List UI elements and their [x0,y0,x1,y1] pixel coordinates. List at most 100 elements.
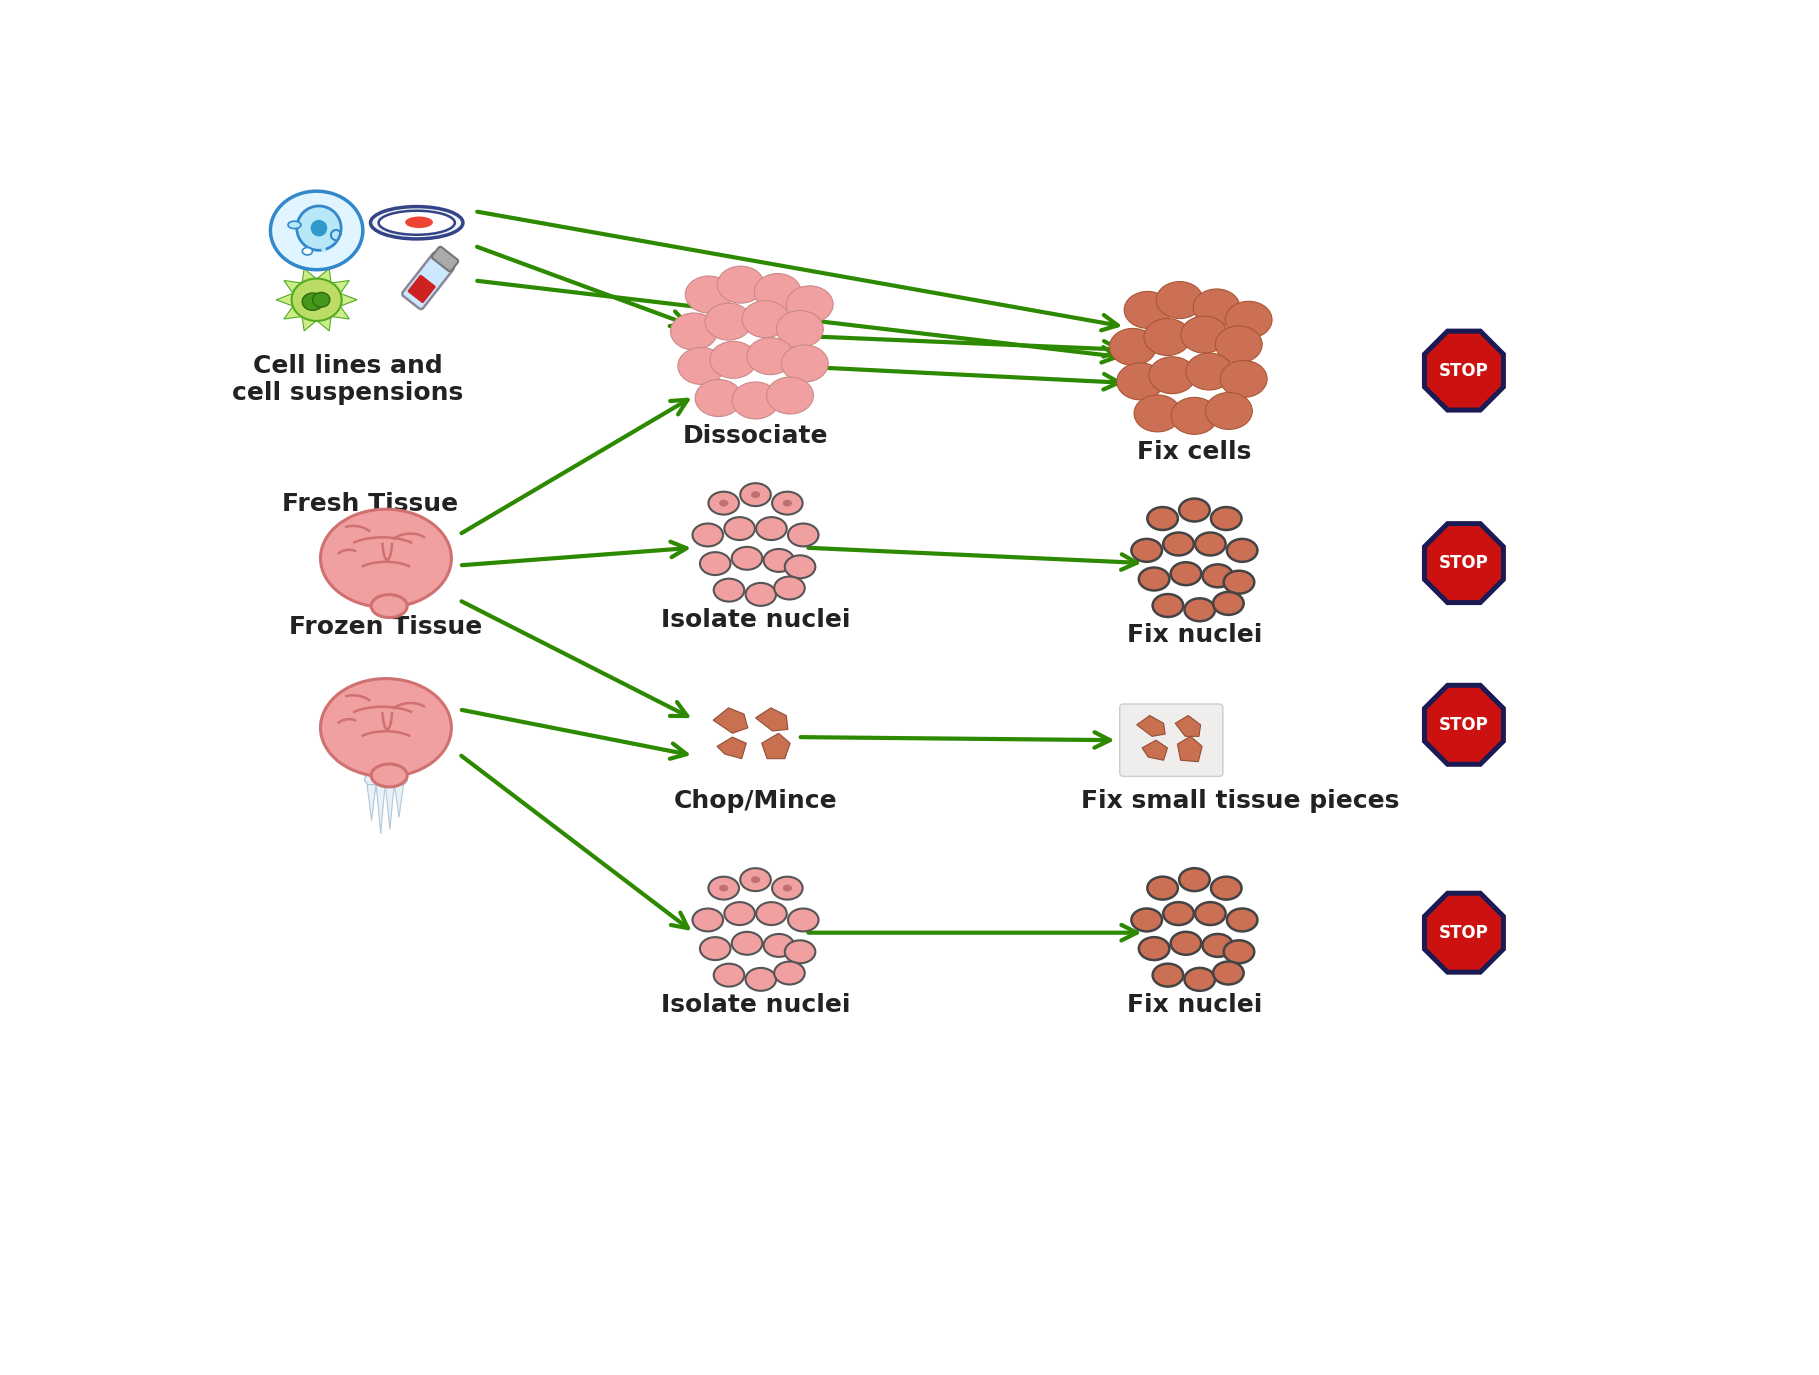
Ellipse shape [313,293,329,307]
Ellipse shape [302,293,324,311]
Ellipse shape [700,938,731,960]
Polygon shape [329,280,349,294]
Polygon shape [717,737,746,759]
Ellipse shape [1148,507,1179,529]
Text: Cell lines and
cell suspensions: Cell lines and cell suspensions [231,353,464,406]
Polygon shape [1426,334,1501,407]
Ellipse shape [1117,363,1164,400]
Ellipse shape [320,679,451,777]
Ellipse shape [748,338,793,374]
Polygon shape [317,315,331,331]
Ellipse shape [1226,909,1257,931]
Ellipse shape [700,553,731,575]
Circle shape [306,246,309,252]
Ellipse shape [751,491,760,498]
Ellipse shape [693,524,724,546]
Text: STOP: STOP [1439,554,1488,572]
Ellipse shape [786,286,833,323]
Ellipse shape [764,934,795,957]
Polygon shape [302,315,318,331]
Text: Frozen Tissue: Frozen Tissue [289,615,482,638]
Ellipse shape [775,961,804,984]
Ellipse shape [784,941,815,964]
Polygon shape [284,280,304,294]
FancyBboxPatch shape [431,246,458,271]
Ellipse shape [320,509,451,608]
FancyBboxPatch shape [407,275,437,304]
Ellipse shape [1157,282,1202,319]
Ellipse shape [713,579,744,602]
Ellipse shape [1211,507,1242,529]
Ellipse shape [775,576,804,600]
Ellipse shape [1153,594,1182,617]
Ellipse shape [764,549,795,572]
Ellipse shape [1179,499,1210,521]
Polygon shape [377,785,386,833]
Ellipse shape [713,964,744,987]
Ellipse shape [731,382,779,419]
Ellipse shape [782,345,828,382]
Ellipse shape [291,279,342,320]
Ellipse shape [1184,598,1215,622]
Ellipse shape [1131,539,1162,562]
Ellipse shape [1211,877,1242,899]
Ellipse shape [731,932,762,954]
Ellipse shape [1221,360,1268,397]
Ellipse shape [766,377,813,414]
Ellipse shape [1171,562,1201,586]
Ellipse shape [1213,961,1244,984]
Ellipse shape [788,524,819,546]
Polygon shape [1422,521,1506,605]
Polygon shape [317,268,331,285]
Text: STOP: STOP [1439,716,1488,734]
Ellipse shape [1202,934,1233,957]
FancyBboxPatch shape [1121,704,1222,777]
Ellipse shape [1162,902,1193,925]
Polygon shape [1137,715,1166,737]
Ellipse shape [1206,392,1251,429]
Ellipse shape [1195,902,1226,925]
Ellipse shape [364,770,407,788]
Polygon shape [284,305,304,319]
Polygon shape [1426,688,1501,762]
Ellipse shape [782,884,791,891]
Ellipse shape [731,547,762,569]
Ellipse shape [695,380,742,417]
Ellipse shape [1224,941,1255,964]
Ellipse shape [1133,395,1181,432]
Ellipse shape [751,876,760,883]
Ellipse shape [708,877,739,899]
Ellipse shape [1179,868,1210,891]
Text: Fix nuclei: Fix nuclei [1126,993,1262,1016]
Ellipse shape [719,499,728,506]
Ellipse shape [1171,397,1219,434]
Circle shape [329,219,333,223]
Ellipse shape [709,341,757,378]
Polygon shape [302,268,318,285]
Ellipse shape [1124,292,1171,329]
Text: Isolate nuclei: Isolate nuclei [660,608,849,631]
Ellipse shape [788,909,819,931]
Ellipse shape [706,302,751,340]
Polygon shape [1426,527,1501,600]
Text: Fix nuclei: Fix nuclei [1126,623,1262,648]
Ellipse shape [782,499,791,506]
Ellipse shape [1181,316,1228,353]
Polygon shape [713,708,748,733]
Ellipse shape [1184,968,1215,991]
Polygon shape [1422,683,1506,767]
Ellipse shape [755,274,800,311]
Polygon shape [367,785,377,821]
Ellipse shape [708,492,739,514]
Ellipse shape [378,210,455,235]
Ellipse shape [742,301,789,338]
Ellipse shape [271,191,362,270]
Ellipse shape [1171,932,1201,954]
Ellipse shape [1226,539,1257,562]
Polygon shape [329,305,349,319]
Ellipse shape [1162,532,1193,556]
Text: STOP: STOP [1439,362,1488,380]
Polygon shape [755,708,788,732]
Ellipse shape [724,902,755,925]
Polygon shape [338,293,357,307]
